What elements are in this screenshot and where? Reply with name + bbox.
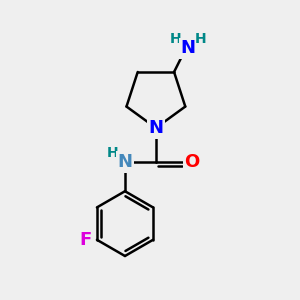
Text: H: H xyxy=(170,32,182,46)
Text: N: N xyxy=(118,153,133,171)
Text: H: H xyxy=(195,32,206,46)
Text: F: F xyxy=(80,231,92,249)
Text: N: N xyxy=(181,39,196,57)
Text: H: H xyxy=(107,146,118,160)
Text: O: O xyxy=(184,153,200,171)
Text: N: N xyxy=(148,119,164,137)
